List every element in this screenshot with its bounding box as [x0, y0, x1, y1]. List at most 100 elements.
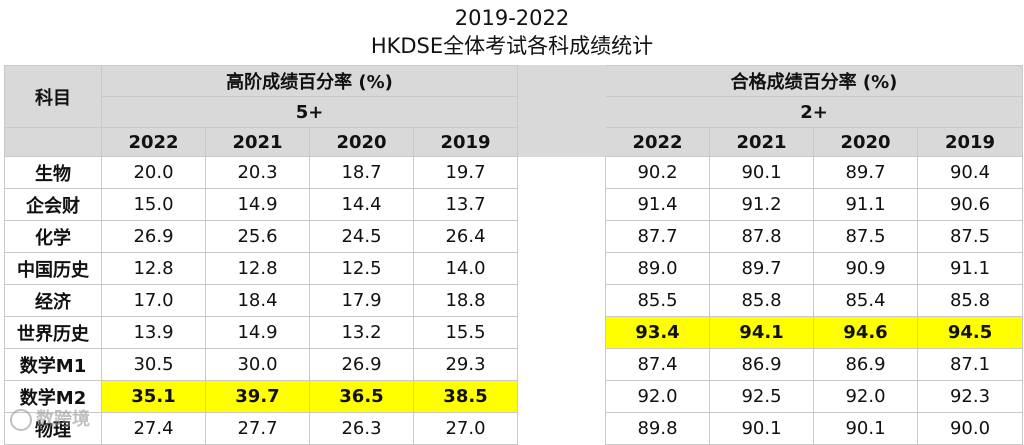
pass-rate-cell: 89.0: [605, 252, 711, 285]
pass-rate-cell: 85.4: [813, 284, 919, 317]
gap-header: [517, 65, 607, 97]
pass-rate-cell: 93.4: [605, 316, 711, 349]
high-rate-cell: 17.0: [101, 284, 206, 317]
pass-rate-cell: 91.1: [813, 188, 919, 221]
high-rate-cell: 25.6: [205, 220, 310, 253]
pass-group-header: 合格成绩百分率 (%): [605, 65, 1024, 97]
high-rate-cell: 14.0: [412, 252, 519, 285]
pass-rate-cell: 87.4: [605, 348, 711, 381]
pass-rate-cell: 91.4: [605, 188, 711, 221]
pass-rate-cell: 86.9: [813, 348, 919, 381]
pass-rate-cell: 89.7: [709, 252, 815, 285]
year-header: 2022: [605, 127, 711, 157]
subject-cell: 物理: [4, 412, 102, 445]
high-rate-cell: 20.3: [205, 156, 310, 189]
gap-cell: [517, 156, 607, 189]
year-header: 2021: [205, 127, 310, 157]
subject-cell: 世界历史: [4, 316, 102, 349]
subject-cell: 生物: [4, 156, 102, 189]
table-row: 企会财 15.0 14.9 14.4 13.7 91.4 91.2 91.1 90.6: [4, 188, 1024, 221]
year-header: 2019: [412, 127, 519, 157]
subject-cell: 企会财: [4, 188, 102, 221]
gap-cell: [517, 284, 607, 317]
table-row: 经济 17.0 18.4 17.9 18.8 85.5 85.8 85.4 85.8: [4, 284, 1024, 317]
high-rate-cell: 17.9: [309, 284, 414, 317]
pass-rate-cell: 91.2: [709, 188, 815, 221]
pass-rate-cell: 87.7: [605, 220, 711, 253]
pass-rate-cell: 85.8: [709, 284, 815, 317]
pass-rate-cell: 90.0: [917, 412, 1024, 445]
pass-rate-cell: 90.6: [917, 188, 1024, 221]
table-row: 数学M1 30.5 30.0 26.9 29.3 87.4 86.9 86.9 87.1: [4, 348, 1024, 381]
pass-rate-cell: 90.1: [709, 412, 815, 445]
pass-rate-cell: 92.0: [605, 380, 711, 413]
year-header: 2022: [101, 127, 206, 157]
pass-rate-cell: 90.9: [813, 252, 919, 285]
high-rate-cell: 13.9: [101, 316, 206, 349]
pass-rate-cell: 92.5: [709, 380, 815, 413]
high-rate-cell: 36.5: [309, 380, 414, 413]
pass-rate-cell: 91.1: [917, 252, 1024, 285]
gap-cell: [517, 412, 607, 445]
pass-rate-cell: 90.1: [813, 412, 919, 445]
subject-header: 科目: [4, 65, 102, 128]
pass-rate-cell: 87.5: [813, 220, 919, 253]
high-rate-cell: 30.0: [205, 348, 310, 381]
table-row: 数学M2 35.1 39.7 36.5 38.5 92.0 92.5 92.0 92.3: [4, 380, 1024, 413]
subject-cell: 化学: [4, 220, 102, 253]
high-rate-cell: 26.9: [309, 348, 414, 381]
high-rate-cell: 18.4: [205, 284, 310, 317]
gap-cell: [517, 348, 607, 381]
gap-cell: [517, 380, 607, 413]
high-rate-cell: 14.9: [205, 316, 310, 349]
high-rate-cell: 15.0: [101, 188, 206, 221]
pass-rate-cell: 90.1: [709, 156, 815, 189]
pass-rate-cell: 94.1: [709, 316, 815, 349]
table-row: 中国历史 12.8 12.8 12.5 14.0 89.0 89.7 90.9 91.1: [4, 252, 1024, 285]
gap-cell: [517, 316, 607, 349]
gap-cell: [517, 220, 607, 253]
subject-cell: 中国历史: [4, 252, 102, 285]
high-rate-cell: 29.3: [412, 348, 519, 381]
pass-rate-cell: 87.8: [709, 220, 815, 253]
title-main: HKDSE全体考试各科成绩统计: [370, 34, 654, 58]
table-row: 物理 27.4 27.7 26.3 27.0 89.8 90.1 90.1 90.0: [4, 412, 1024, 445]
year-header: 2021: [709, 127, 815, 157]
high-rate-cell: 18.7: [309, 156, 414, 189]
pass-rate-cell: 89.7: [813, 156, 919, 189]
high-rate-cell: 26.4: [412, 220, 519, 253]
stats-table: 科目 高阶成绩百分率 (%) 合格成绩百分率 (%) 5+ 2+ 2022 20…: [4, 65, 1024, 445]
high-rate-cell: 27.0: [412, 412, 519, 445]
pass-rate-cell: 89.8: [605, 412, 711, 445]
year-header: 2019: [917, 127, 1024, 157]
high-rate-cell: 18.8: [412, 284, 519, 317]
high-rate-cell: 20.0: [101, 156, 206, 189]
high-rate-cell: 39.7: [205, 380, 310, 413]
high-rate-cell: 14.9: [205, 188, 310, 221]
gap-level: [517, 96, 607, 128]
pass-rate-cell: 90.2: [605, 156, 711, 189]
high-rate-cell: 38.5: [412, 380, 519, 413]
high-rate-cell: 12.8: [101, 252, 206, 285]
subject-cell: 经济: [4, 284, 102, 317]
pass-rate-cell: 87.1: [917, 348, 1024, 381]
high-rate-cell: 15.5: [412, 316, 519, 349]
high-rate-cell: 13.7: [412, 188, 519, 221]
high-rate-cell: 26.3: [309, 412, 414, 445]
high-rate-cell: 13.2: [309, 316, 414, 349]
subject-cell: 数学M1: [4, 348, 102, 381]
gap-cell: [517, 188, 607, 221]
pass-rate-cell: 85.8: [917, 284, 1024, 317]
high-rate-cell: 14.4: [309, 188, 414, 221]
table-row: 世界历史 13.9 14.9 13.2 15.5 93.4 94.1 94.6 94.5: [4, 316, 1024, 349]
year-header: 2020: [309, 127, 414, 157]
pass-rate-cell: 86.9: [709, 348, 815, 381]
table-body: 生物 20.0 20.3 18.7 19.7 90.2 90.1 89.7 90.4 企会财 15.…: [4, 156, 1024, 445]
gap-year: [517, 127, 607, 157]
pass-rate-cell: 85.5: [605, 284, 711, 317]
high-rate-cell: 26.9: [101, 220, 206, 253]
high-rate-cell: 30.5: [101, 348, 206, 381]
high-rate-cell: 35.1: [101, 380, 206, 413]
table-row: 化学 26.9 25.6 24.5 26.4 87.7 87.8 87.5 87.5: [4, 220, 1024, 253]
high-level-header: 5+: [100, 96, 519, 128]
